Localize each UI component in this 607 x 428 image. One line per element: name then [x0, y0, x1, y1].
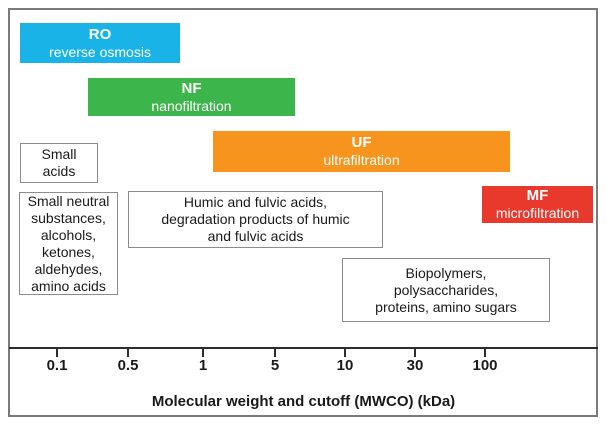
mf-name-label: microfiltration	[495, 205, 580, 222]
ro-name-label: reverse osmosis	[49, 43, 151, 60]
axis-tick-label: 100	[472, 357, 498, 374]
humic-fulvic-acids-box: Humic and fulvic acids, degradation prod…	[128, 191, 383, 248]
humic-fulvic-acids-text: Humic and fulvic acids, degradation prod…	[161, 194, 350, 244]
axis-tick	[414, 348, 416, 357]
axis-tick	[127, 348, 129, 357]
axis-tick	[202, 348, 204, 357]
small-acids-box: Small acids	[20, 143, 98, 183]
x-axis-line	[9, 347, 598, 349]
small-neutral-substances-box: Small neutral substances, alcohols, keto…	[19, 192, 118, 295]
uf-name-label: ultrafiltration	[323, 152, 400, 169]
axis-tick	[56, 348, 58, 357]
axis-tick	[484, 348, 486, 357]
biopolymers-box: Biopolymers, polysaccharides, proteins, …	[342, 258, 550, 322]
nf-range-bar: NF nanofiltration	[88, 78, 295, 116]
ro-abbr-label: RO	[88, 25, 112, 43]
mf-abbr-label: MF	[526, 187, 549, 205]
ro-range-bar: RO reverse osmosis	[20, 23, 180, 63]
small-acids-text: Small acids	[41, 146, 77, 179]
axis-tick-label: 0.5	[117, 357, 139, 374]
axis-tick-label: 0.1	[46, 357, 68, 374]
axis-tick-label: 10	[336, 357, 354, 374]
axis-tick-label: 1	[198, 357, 208, 374]
axis-tick-label: 5	[270, 357, 280, 374]
x-axis-title: Molecular weight and cutoff (MWCO) (kDa)	[151, 393, 456, 410]
biopolymers-text: Biopolymers, polysaccharides, proteins, …	[375, 264, 517, 315]
uf-range-bar: UF ultrafiltration	[213, 131, 510, 172]
axis-tick	[274, 348, 276, 357]
nf-abbr-label: NF	[181, 79, 202, 97]
small-neutral-substances-text: Small neutral substances, alcohols, keto…	[27, 192, 110, 294]
axis-tick-label: 30	[406, 357, 424, 374]
mf-range-bar: MF microfiltration	[482, 186, 593, 223]
nf-name-label: nanofiltration	[151, 97, 232, 114]
axis-tick	[344, 348, 346, 357]
uf-abbr-label: UF	[351, 134, 372, 152]
